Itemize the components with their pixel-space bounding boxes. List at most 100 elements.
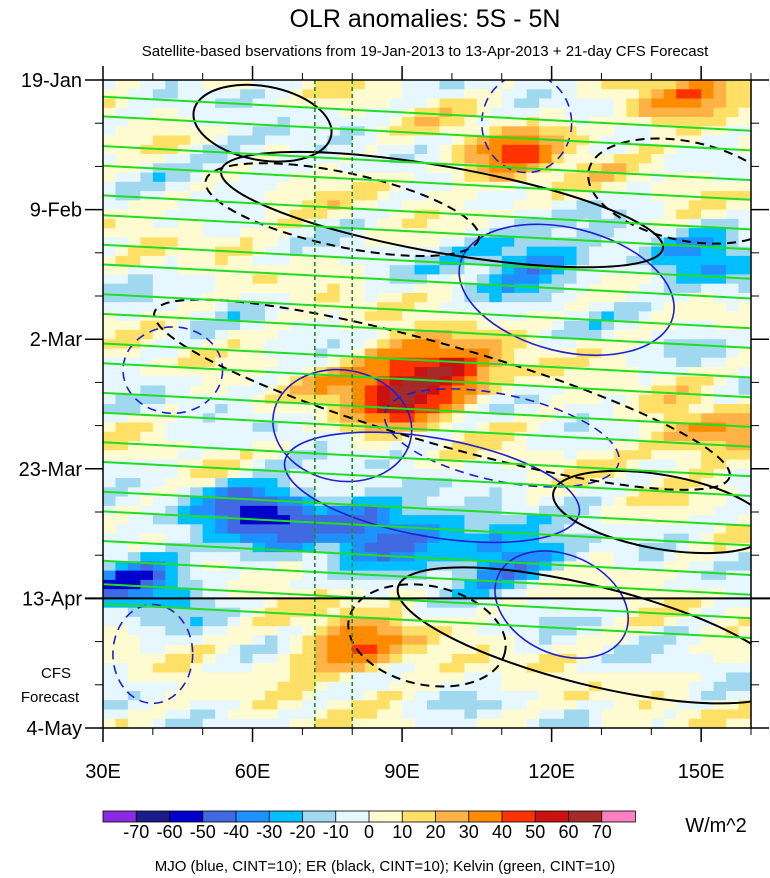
heat-cell	[526, 302, 540, 313]
heat-cell	[103, 320, 117, 331]
heat-cell	[202, 672, 216, 683]
heat-cell	[651, 635, 665, 646]
heat-cell	[265, 441, 279, 451]
heat-cell	[713, 598, 727, 609]
heat-cell	[489, 487, 503, 498]
heat-cell	[402, 237, 416, 248]
heat-cell	[713, 394, 727, 405]
heat-cell	[265, 144, 279, 155]
heat-cell	[402, 598, 416, 609]
heat-cell	[377, 246, 391, 257]
heat-cell	[202, 292, 216, 303]
heat-cell	[638, 237, 652, 248]
heat-cell	[564, 468, 578, 479]
heat-cell	[165, 598, 179, 609]
heat-cell	[726, 672, 740, 683]
heat-cell	[701, 709, 715, 720]
heat-cell	[314, 154, 328, 164]
heat-cell	[190, 191, 204, 201]
heat-cell	[414, 385, 428, 396]
heat-cell	[327, 348, 341, 359]
heat-cell	[476, 515, 490, 525]
heat-cell	[414, 135, 428, 146]
heat-cell	[663, 561, 677, 572]
heat-cell	[215, 616, 229, 627]
heat-cell	[539, 515, 553, 525]
heat-cell	[601, 542, 615, 553]
heat-cell	[289, 431, 303, 442]
heat-cell	[688, 163, 702, 174]
heat-cell	[314, 404, 328, 414]
heat-cell	[464, 246, 478, 257]
heat-cell	[676, 626, 690, 637]
heat-cell	[277, 404, 291, 414]
heat-cell	[352, 478, 366, 488]
heat-cell	[713, 663, 727, 674]
heat-cell	[277, 292, 291, 303]
heat-cell	[713, 422, 727, 433]
heat-cell	[638, 422, 652, 433]
heat-cell	[165, 552, 179, 562]
heat-cell	[302, 209, 316, 220]
heat-cell	[688, 450, 702, 461]
heat-cell	[389, 89, 403, 100]
heat-cell	[115, 385, 129, 396]
heat-cell	[427, 468, 441, 479]
heat-cell	[501, 468, 515, 479]
heat-cell	[701, 357, 715, 368]
heat-cell	[377, 329, 391, 340]
heat-cell	[514, 376, 528, 387]
heat-cell	[676, 459, 690, 470]
heat-cell	[352, 320, 366, 331]
heat-cell	[414, 663, 428, 674]
heat-cell	[177, 98, 191, 109]
heat-cell	[103, 200, 117, 211]
heat-cell	[377, 228, 391, 238]
heat-cell	[589, 135, 603, 146]
heat-cell	[651, 126, 665, 137]
y-tick-label: 13-Apr	[22, 588, 82, 610]
heat-cell	[613, 552, 627, 562]
heat-cell	[539, 339, 553, 350]
heat-cell	[414, 357, 428, 368]
heat-cell	[701, 552, 715, 562]
heat-cell	[302, 255, 316, 266]
heat-cell	[265, 570, 279, 581]
heat-cell	[402, 218, 416, 229]
heat-cell	[127, 404, 141, 414]
heat-cell	[127, 552, 141, 562]
heat-cell	[165, 126, 179, 137]
heat-cell	[115, 117, 129, 127]
heat-cell	[115, 524, 129, 535]
heat-cell	[152, 255, 166, 266]
heat-cell	[165, 329, 179, 340]
heat-cell	[115, 89, 129, 100]
heat-cell	[252, 542, 266, 553]
heat-cell	[202, 404, 216, 414]
heat-cell	[252, 487, 266, 498]
heat-cell	[464, 311, 478, 322]
heat-cell	[265, 626, 279, 637]
heat-cell	[601, 515, 615, 525]
heat-cell	[676, 292, 690, 303]
heat-cell	[713, 672, 727, 683]
heat-cell	[427, 348, 441, 359]
heat-cell	[227, 283, 241, 294]
heat-cell	[240, 283, 254, 294]
heat-cell	[501, 154, 515, 164]
heat-cell	[252, 191, 266, 201]
heat-cell	[352, 561, 366, 572]
heat-cell	[127, 496, 141, 507]
heat-cell	[476, 431, 490, 442]
heat-cell	[464, 450, 478, 461]
heat-cell	[240, 357, 254, 368]
heat-cell	[526, 561, 540, 572]
heat-cell	[626, 329, 640, 340]
heat-cell	[252, 496, 266, 507]
heat-cell	[564, 163, 578, 174]
heat-cell	[103, 413, 117, 424]
heat-cell	[103, 274, 117, 285]
heat-cell	[402, 144, 416, 155]
heat-cell	[638, 404, 652, 414]
colorbar-label: -30	[256, 822, 282, 842]
